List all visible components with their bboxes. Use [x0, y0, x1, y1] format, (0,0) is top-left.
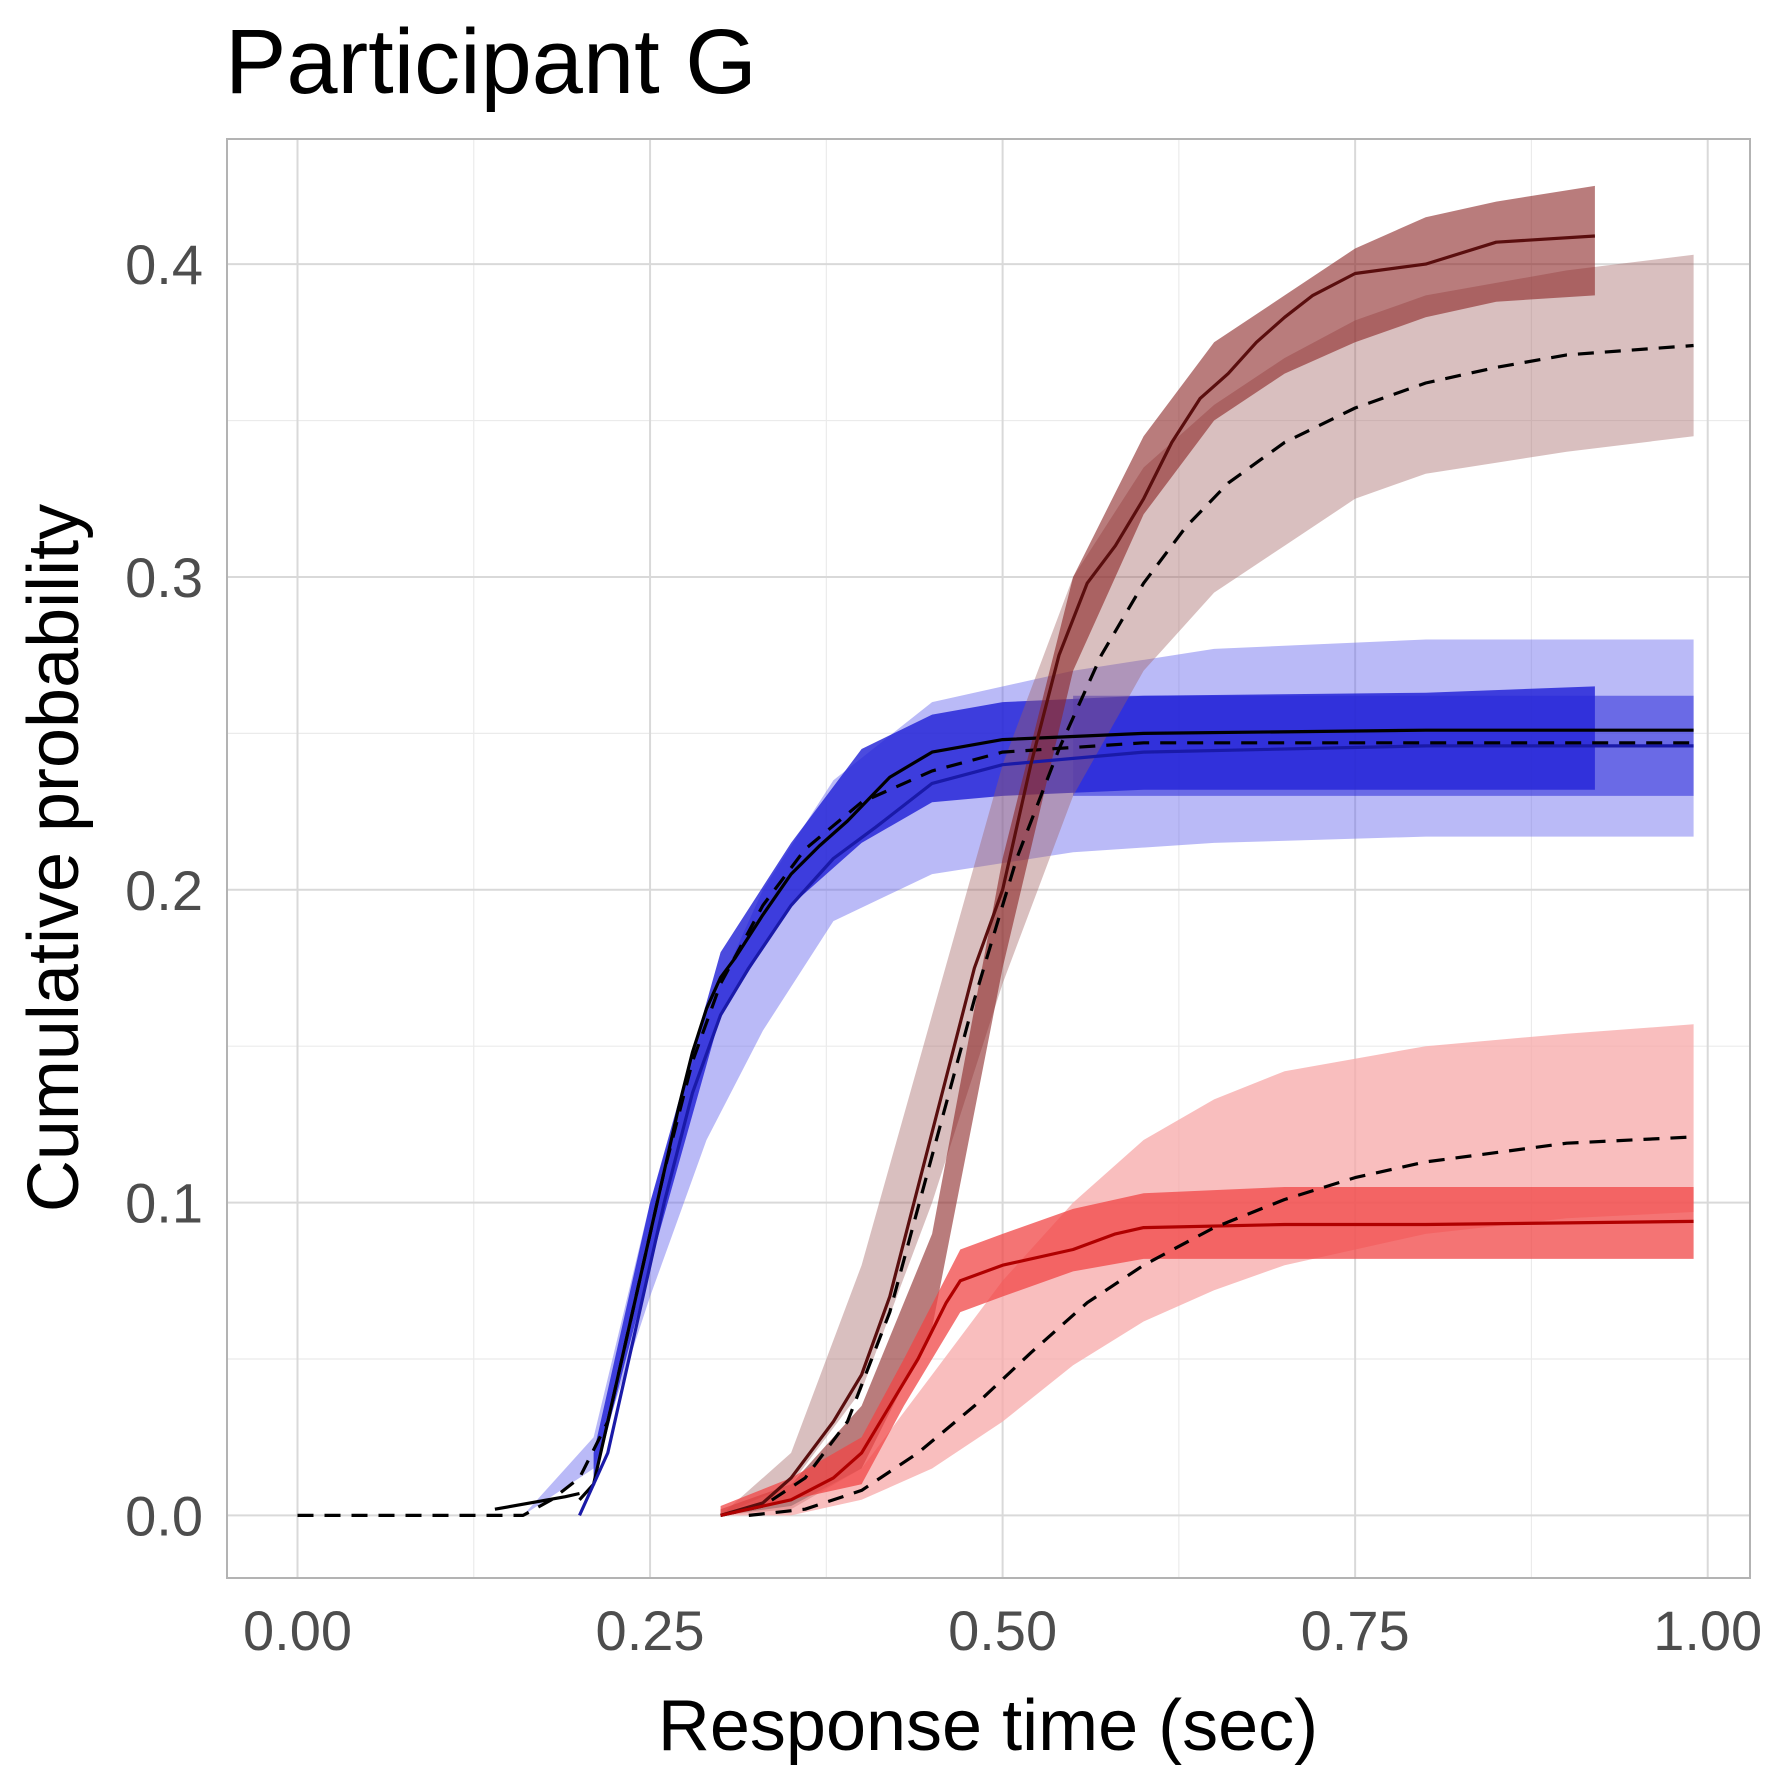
confidence-band-7	[720, 1187, 1694, 1516]
x-tick-label: 1.00	[1653, 1599, 1762, 1662]
x-tick-labels: 0.00 0.25 0.50 0.75 1.00	[243, 1599, 1762, 1662]
y-axis-label: Cumulative probability	[14, 504, 94, 1212]
model-curve-4	[297, 741, 1694, 1518]
x-tick-label: 0.75	[1301, 1599, 1410, 1662]
model-curve-8	[748, 1135, 1694, 1517]
panel-border	[226, 138, 1751, 1579]
confidence-band-6	[720, 1024, 1694, 1516]
y-tick-label: 0.2	[125, 859, 203, 922]
confidence-bands	[523, 185, 1694, 1516]
x-tick-label: 0.00	[243, 1599, 352, 1662]
data-curve-3	[578, 744, 1694, 1517]
y-tick-label: 0.3	[125, 546, 203, 609]
y-tick-label: 0.1	[125, 1172, 203, 1235]
x-tick-label: 0.25	[596, 1599, 705, 1662]
data-curve-7	[720, 1219, 1694, 1517]
data-curve-5	[720, 234, 1596, 1517]
y-tick-labels: 0.0 0.1 0.2 0.3 0.4	[125, 233, 203, 1547]
y-tick-label: 0.4	[125, 233, 203, 296]
x-tick-label: 0.50	[948, 1599, 1057, 1662]
y-tick-label: 0.0	[125, 1484, 203, 1547]
confidence-band-4	[720, 254, 1694, 1516]
confidence-band-5	[720, 185, 1595, 1516]
series-lines	[297, 234, 1694, 1518]
x-axis-label: Response time (sec)	[658, 1686, 1318, 1766]
gridlines	[227, 139, 1750, 1578]
model-curve-6	[720, 343, 1694, 1517]
data-curve-1	[494, 1491, 580, 1511]
chart-title: Participant G	[225, 11, 757, 113]
data-curve-2	[578, 728, 1694, 1501]
